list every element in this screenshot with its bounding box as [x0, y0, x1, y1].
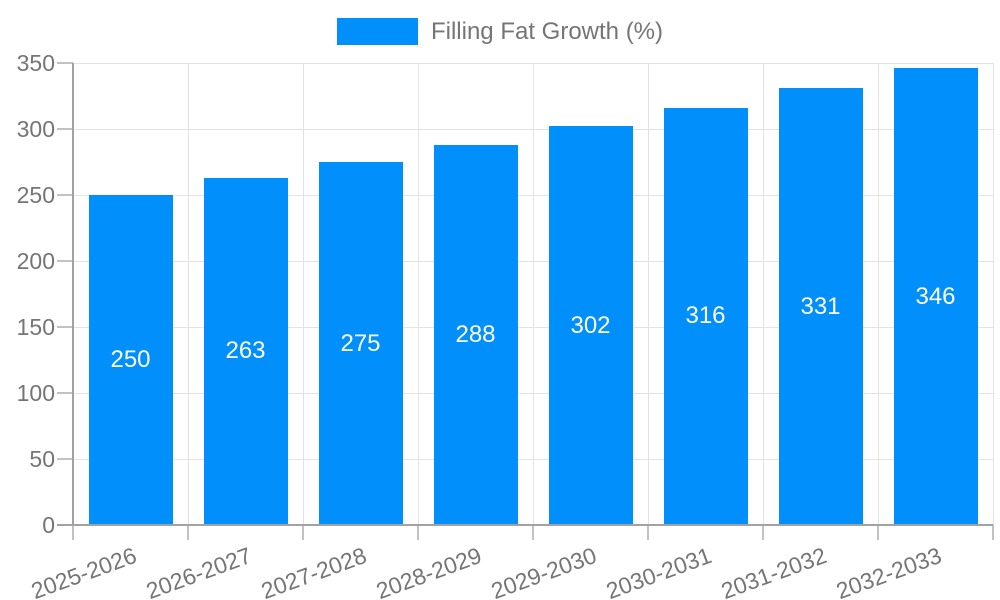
x-axis-tick — [992, 525, 994, 540]
y-axis-tick-label: 100 — [16, 380, 55, 406]
x-gridline — [532, 63, 534, 525]
x-gridline — [417, 63, 419, 525]
x-axis-tick-label: 2027-2028 — [257, 542, 370, 600]
x-axis-tick — [762, 525, 764, 540]
bar-value-label: 346 — [915, 282, 956, 310]
x-axis-tick-label: 2028-2029 — [372, 542, 485, 600]
bar-value-label: 288 — [455, 320, 496, 348]
bar[interactable]: 263 — [203, 177, 288, 525]
y-axis-tick — [57, 458, 73, 460]
x-axis-tick-label: 2030-2031 — [602, 542, 715, 600]
bar-value-label: 316 — [685, 302, 726, 330]
bar[interactable]: 275 — [318, 162, 403, 525]
x-axis-tick — [417, 525, 419, 540]
y-axis-tick-label: 150 — [16, 314, 55, 340]
bar-value-label: 331 — [800, 292, 841, 320]
x-gridline — [877, 63, 879, 525]
y-axis-line — [72, 63, 74, 525]
x-axis-tick — [647, 525, 649, 540]
x-gridline — [762, 63, 764, 525]
legend-swatch — [336, 18, 418, 45]
x-gridline — [187, 63, 189, 525]
y-axis-tick — [57, 392, 73, 394]
y-axis-tick — [57, 62, 73, 64]
bar[interactable]: 302 — [548, 126, 633, 525]
y-axis-tick-label: 200 — [16, 248, 55, 274]
x-axis-tick — [532, 525, 534, 540]
x-axis-tick-label: 2032-2033 — [832, 542, 945, 600]
x-axis-tick-label: 2025-2026 — [27, 542, 140, 600]
bar-value-label: 302 — [570, 311, 611, 339]
x-axis-tick-label: 2031-2032 — [717, 542, 830, 600]
y-axis-tick-label: 50 — [29, 446, 55, 472]
bar[interactable]: 316 — [663, 107, 748, 525]
y-axis-tick-label: 0 — [42, 512, 55, 538]
x-axis-tick-label: 2029-2030 — [487, 542, 600, 600]
bar-value-label: 275 — [340, 329, 381, 357]
y-axis-tick-label: 250 — [16, 182, 55, 208]
bar[interactable]: 250 — [88, 195, 173, 525]
y-axis-tick — [57, 194, 73, 196]
x-axis-tick — [877, 525, 879, 540]
y-axis-tick — [57, 128, 73, 130]
bar[interactable]: 288 — [433, 144, 518, 525]
legend-label: Filling Fat Growth (%) — [430, 17, 664, 45]
x-axis-line — [57, 524, 993, 526]
x-axis-tick-label: 2026-2027 — [142, 542, 255, 600]
bar-value-label: 263 — [225, 337, 266, 365]
legend[interactable]: Filling Fat Growth (%) — [0, 17, 1000, 46]
bar-value-label: 250 — [110, 346, 151, 373]
bar[interactable]: 346 — [893, 68, 978, 525]
y-axis-tick-label: 350 — [16, 50, 55, 76]
x-axis-tick — [302, 525, 304, 540]
y-axis-tick — [57, 326, 73, 328]
bar[interactable]: 331 — [778, 88, 863, 525]
x-axis-tick — [187, 525, 189, 540]
x-axis-tick — [72, 525, 74, 540]
y-axis-tick-label: 300 — [16, 116, 55, 142]
x-gridline — [302, 63, 304, 525]
y-axis-tick — [57, 260, 73, 262]
x-gridline — [992, 63, 994, 525]
x-gridline — [647, 63, 649, 525]
